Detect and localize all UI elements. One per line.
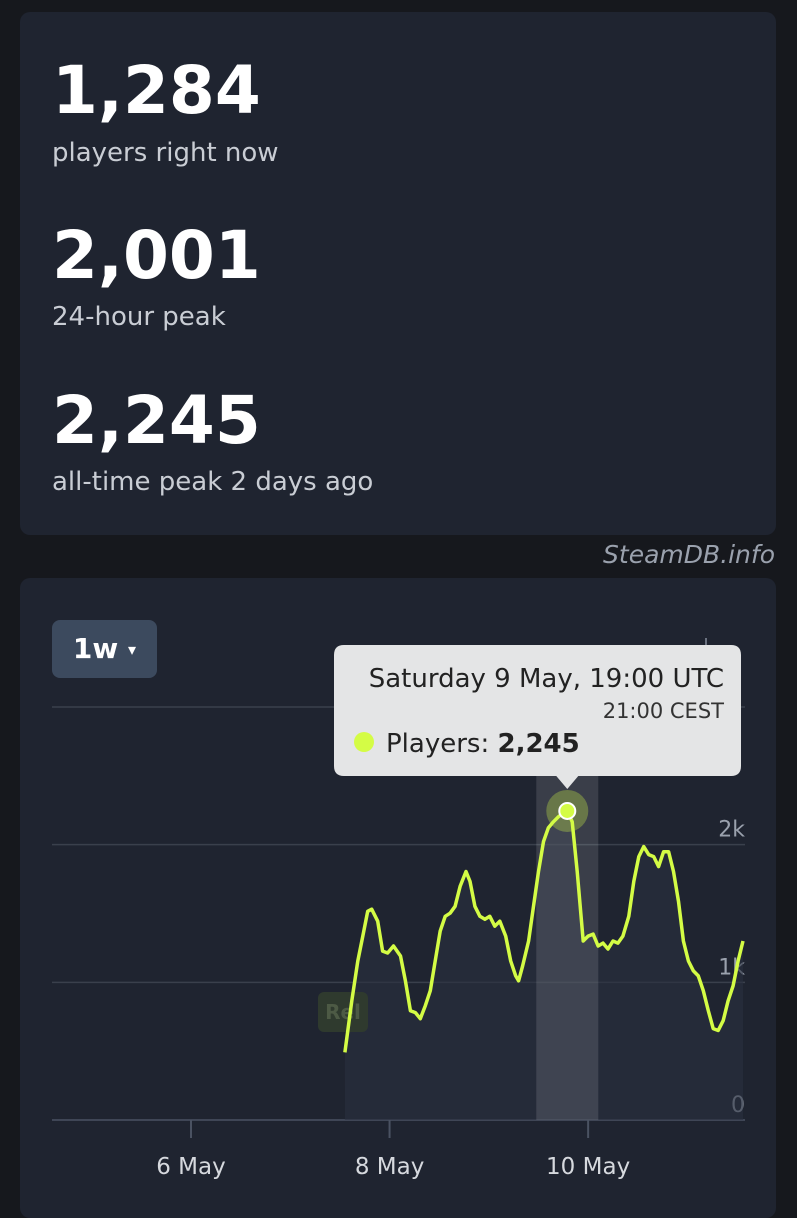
tooltip-title: Saturday 9 May, 19:00 UTC bbox=[369, 664, 724, 694]
stat-value: 2,001 bbox=[52, 217, 261, 294]
tooltip-box bbox=[334, 645, 741, 789]
x-tick-label: 6 May bbox=[156, 1154, 226, 1180]
x-tick-label: 8 May bbox=[355, 1154, 425, 1180]
stat-label: 24-hour peak bbox=[52, 302, 226, 332]
stat-value: 2,245 bbox=[52, 382, 261, 459]
release-marker-bg bbox=[318, 992, 368, 1032]
range-button[interactable]: 1w ▾ bbox=[52, 620, 157, 678]
stat-label: all-time peak 2 days ago bbox=[52, 467, 374, 497]
series-line bbox=[343, 809, 745, 1053]
tooltip-line: Players: 2,245 bbox=[386, 729, 580, 759]
tooltip-value: 2,245 bbox=[497, 729, 579, 759]
stats-card: 1,284 players right now 2,001 24-hour pe… bbox=[20, 12, 776, 535]
tooltip: Saturday 9 May, 19:00 UTC 21:00 CEST Playe… bbox=[334, 645, 741, 789]
peak-point bbox=[558, 801, 577, 820]
range-label: 1w bbox=[72, 632, 119, 665]
tooltip-subtitle: 21:00 CEST bbox=[603, 699, 724, 723]
watermark: SteamDB.info bbox=[603, 540, 775, 569]
tooltip-dot bbox=[354, 732, 374, 752]
stat-value: 1,284 bbox=[52, 52, 261, 129]
line-area bbox=[344, 810, 744, 1120]
stat-label: players right now bbox=[52, 138, 279, 168]
tooltip-label: Players: bbox=[386, 729, 489, 759]
y-tick-label: 2k bbox=[718, 818, 745, 843]
release-marker: Rel bbox=[325, 1000, 361, 1024]
x-tick-label: 10 May bbox=[546, 1154, 630, 1180]
